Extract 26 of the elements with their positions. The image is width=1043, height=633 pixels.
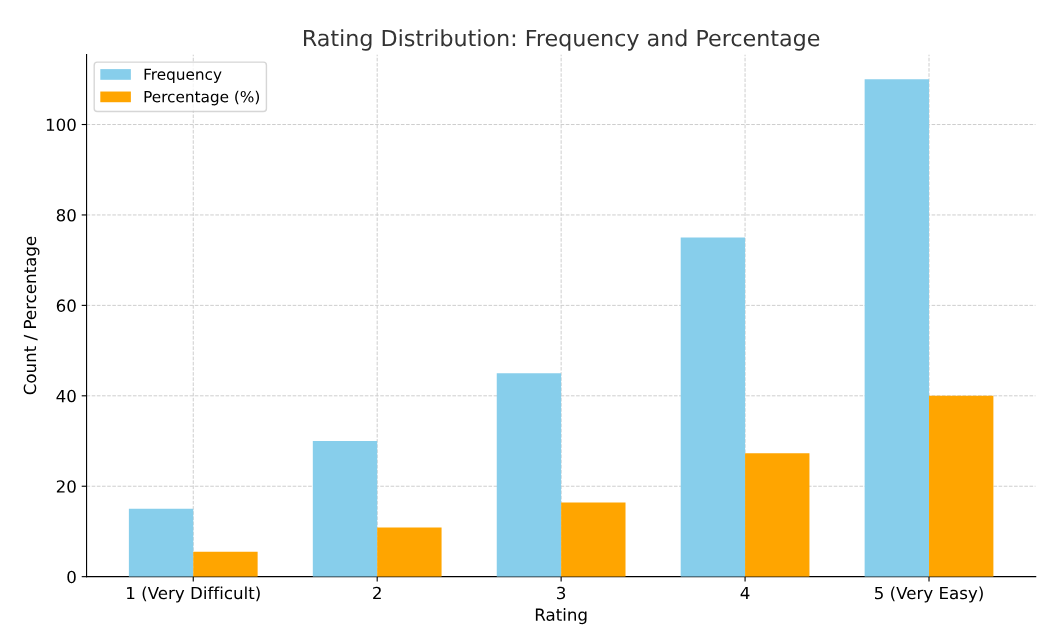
x-tick-label: 5 (Very Easy) [875, 586, 983, 603]
x-axis-title: Rating [535, 608, 587, 625]
bar [929, 395, 994, 577]
legend-label: Percentage (%) [144, 90, 260, 106]
y-tick-label: 60 [56, 299, 76, 312]
bar [128, 508, 194, 577]
bar [745, 453, 810, 577]
bar [377, 527, 442, 577]
y-axis-title: Count / Percentage [23, 236, 40, 395]
y-tick-label: 40 [56, 389, 76, 403]
bar [680, 237, 746, 577]
x-tick-label: 4 [740, 586, 750, 600]
y-tick-label: 0 [67, 570, 76, 584]
bar [312, 441, 378, 577]
x-tick-label: 1 (Very Difficult) [127, 586, 260, 603]
y-tick-label: 20 [56, 480, 76, 493]
x-tick-label: 2 [373, 586, 381, 600]
y-tick-label: 80 [56, 208, 76, 222]
y-tick-label: 100 [46, 118, 76, 132]
x-tick-label: 3 [557, 586, 566, 600]
legend-label: Frequency [144, 68, 222, 83]
chart-title: Rating Distribution: Frequency and Percentage [304, 29, 820, 51]
bar [193, 551, 258, 577]
bar [864, 79, 930, 577]
bar [561, 502, 626, 577]
bar [496, 373, 562, 577]
